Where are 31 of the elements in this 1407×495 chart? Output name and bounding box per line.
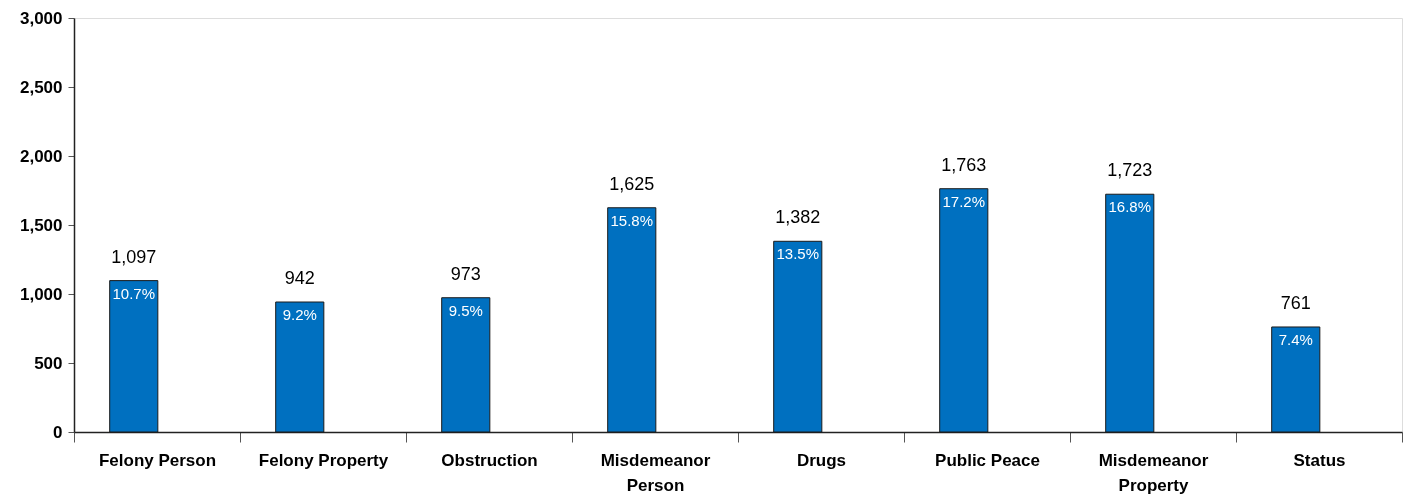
y-tick-label: 1,500 — [19, 215, 63, 235]
annotation: 13.5% — [776, 245, 820, 263]
x-tick-label: Public Peace — [935, 450, 1040, 470]
data-label: 1,097 — [111, 246, 157, 267]
y-tick-label: 1,000 — [19, 284, 63, 304]
y-tick-label: 0 — [53, 422, 63, 442]
x-tick-label: Felony Property — [258, 450, 389, 470]
y-tick-label: 3,000 — [19, 8, 63, 28]
x-tick-label: Felony Person — [98, 450, 217, 470]
annotation: 15.8% — [610, 211, 654, 229]
annotation: 7.4% — [1278, 330, 1313, 348]
data-label: 761 — [1280, 292, 1311, 313]
x-tick-label: Status — [1293, 450, 1346, 470]
x-tick-label: Misdemeanor Person — [600, 450, 711, 495]
data-label: 1,382 — [775, 207, 821, 228]
annotation: 10.7% — [112, 284, 156, 302]
annotation: 16.8% — [1108, 198, 1152, 216]
y-tick-label: 2,500 — [19, 77, 63, 97]
data-label: 1,625 — [609, 173, 655, 194]
y-tick-label: 2,000 — [19, 146, 63, 166]
data-label: 942 — [284, 268, 315, 288]
annotation: 9.5% — [448, 301, 483, 319]
data-label: 1,763 — [941, 154, 987, 175]
x-tick-label: Misdemeanor Property — [1098, 450, 1209, 495]
annotation: 9.2% — [282, 306, 317, 323]
x-tick-label: Drugs — [796, 450, 847, 470]
data-label: 1,723 — [1107, 160, 1153, 181]
y-tick-label: 500 — [34, 353, 63, 373]
annotation: 17.2% — [942, 192, 986, 210]
data-label: 973 — [450, 263, 481, 284]
x-tick-label: Obstruction — [441, 450, 538, 470]
